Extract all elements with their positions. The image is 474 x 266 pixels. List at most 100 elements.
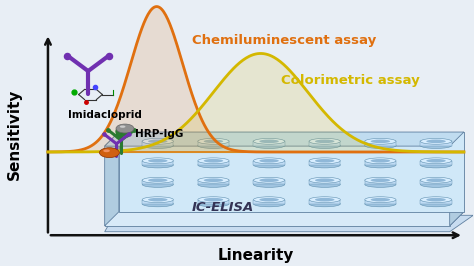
Polygon shape — [420, 180, 452, 184]
Polygon shape — [142, 200, 173, 204]
Ellipse shape — [254, 143, 285, 148]
Ellipse shape — [420, 181, 452, 187]
Ellipse shape — [259, 140, 279, 143]
Ellipse shape — [254, 197, 285, 203]
Ellipse shape — [198, 197, 229, 203]
Ellipse shape — [198, 177, 229, 183]
Polygon shape — [420, 161, 452, 165]
Ellipse shape — [148, 159, 167, 163]
Polygon shape — [365, 161, 396, 165]
Polygon shape — [142, 141, 173, 146]
Ellipse shape — [148, 198, 167, 201]
Text: Imidacloprid: Imidacloprid — [68, 110, 142, 120]
Ellipse shape — [420, 162, 452, 168]
Polygon shape — [142, 161, 173, 165]
Ellipse shape — [426, 140, 446, 143]
Ellipse shape — [371, 178, 390, 182]
Ellipse shape — [315, 140, 335, 143]
Ellipse shape — [148, 178, 167, 182]
Text: HRP-IgG: HRP-IgG — [136, 129, 184, 139]
Ellipse shape — [103, 149, 110, 152]
Polygon shape — [142, 180, 173, 184]
Polygon shape — [119, 132, 464, 212]
Polygon shape — [254, 141, 285, 146]
Ellipse shape — [254, 158, 285, 164]
Ellipse shape — [142, 197, 173, 203]
Polygon shape — [105, 215, 474, 232]
Ellipse shape — [371, 159, 390, 163]
Ellipse shape — [309, 177, 340, 183]
Ellipse shape — [254, 181, 285, 187]
Ellipse shape — [100, 148, 119, 157]
Ellipse shape — [365, 162, 396, 168]
Ellipse shape — [365, 138, 396, 144]
Polygon shape — [309, 161, 340, 165]
Polygon shape — [309, 200, 340, 204]
Ellipse shape — [420, 138, 452, 144]
Ellipse shape — [315, 159, 335, 163]
Ellipse shape — [365, 158, 396, 164]
Text: Sensitivity: Sensitivity — [8, 89, 22, 180]
Polygon shape — [198, 141, 229, 146]
Ellipse shape — [148, 140, 167, 143]
Polygon shape — [309, 180, 340, 184]
Ellipse shape — [420, 143, 452, 148]
Ellipse shape — [309, 158, 340, 164]
Ellipse shape — [116, 124, 134, 133]
Polygon shape — [309, 141, 340, 146]
Ellipse shape — [420, 158, 452, 164]
Ellipse shape — [365, 201, 396, 207]
Ellipse shape — [259, 159, 279, 163]
Ellipse shape — [365, 177, 396, 183]
Polygon shape — [105, 132, 464, 146]
Ellipse shape — [309, 201, 340, 207]
Ellipse shape — [204, 198, 223, 201]
Ellipse shape — [309, 143, 340, 148]
Ellipse shape — [315, 198, 335, 201]
Ellipse shape — [309, 197, 340, 203]
Ellipse shape — [365, 197, 396, 203]
Ellipse shape — [198, 162, 229, 168]
Ellipse shape — [198, 138, 229, 144]
Ellipse shape — [142, 143, 173, 148]
Ellipse shape — [420, 201, 452, 207]
Ellipse shape — [254, 201, 285, 207]
Text: Chemiluminescent assay: Chemiluminescent assay — [192, 34, 376, 47]
Ellipse shape — [142, 201, 173, 207]
Polygon shape — [365, 180, 396, 184]
Ellipse shape — [420, 197, 452, 203]
Ellipse shape — [142, 181, 173, 187]
Text: Colorimetric assay: Colorimetric assay — [281, 74, 420, 87]
Polygon shape — [254, 180, 285, 184]
Ellipse shape — [254, 162, 285, 168]
Ellipse shape — [254, 177, 285, 183]
Ellipse shape — [204, 140, 223, 143]
Ellipse shape — [142, 158, 173, 164]
Ellipse shape — [309, 181, 340, 187]
Polygon shape — [198, 161, 229, 165]
Ellipse shape — [120, 126, 126, 128]
Polygon shape — [450, 132, 464, 226]
Polygon shape — [420, 141, 452, 146]
Ellipse shape — [204, 159, 223, 163]
Polygon shape — [198, 200, 229, 204]
Polygon shape — [254, 161, 285, 165]
Ellipse shape — [365, 181, 396, 187]
Ellipse shape — [198, 143, 229, 148]
Polygon shape — [365, 200, 396, 204]
Polygon shape — [105, 132, 119, 226]
Polygon shape — [198, 180, 229, 184]
Ellipse shape — [309, 162, 340, 168]
Polygon shape — [420, 200, 452, 204]
Polygon shape — [365, 141, 396, 146]
Ellipse shape — [315, 178, 335, 182]
Ellipse shape — [426, 178, 446, 182]
Ellipse shape — [365, 143, 396, 148]
Ellipse shape — [426, 159, 446, 163]
Ellipse shape — [259, 178, 279, 182]
Polygon shape — [254, 200, 285, 204]
Text: IC-ELISA: IC-ELISA — [191, 201, 254, 214]
Ellipse shape — [142, 162, 173, 168]
Ellipse shape — [204, 178, 223, 182]
Text: Linearity: Linearity — [218, 248, 294, 263]
